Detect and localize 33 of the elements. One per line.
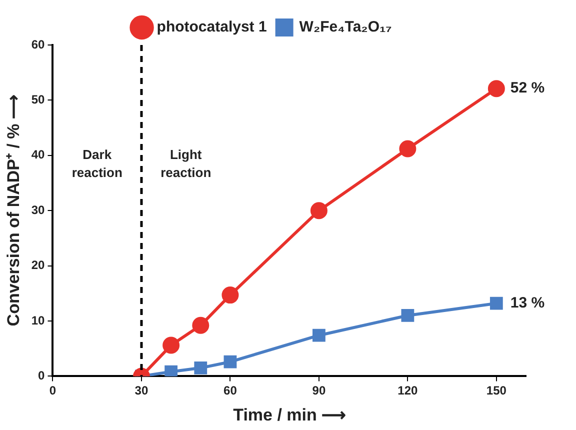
y-axis-title: Conversion of NADP⁺ / % ⟶ bbox=[4, 95, 23, 326]
point bbox=[194, 361, 208, 374]
y-tick-label: 40 bbox=[31, 148, 46, 162]
point bbox=[224, 355, 237, 368]
point bbox=[488, 80, 505, 98]
x-tick-label: 120 bbox=[398, 384, 418, 398]
x-tick-label: 30 bbox=[134, 384, 148, 398]
point bbox=[312, 328, 326, 342]
x-tick-label: 90 bbox=[312, 384, 326, 398]
point bbox=[310, 202, 328, 220]
point bbox=[222, 286, 239, 304]
annotation: 52 % bbox=[510, 80, 545, 97]
y-tick-label: 10 bbox=[31, 313, 46, 328]
point bbox=[399, 140, 416, 158]
point bbox=[192, 316, 210, 334]
x-axis-title: Time / min ⟶ bbox=[233, 405, 346, 424]
point bbox=[162, 336, 180, 354]
y-tick-label: 50 bbox=[31, 92, 46, 107]
legend-label: W₂Fe₄Ta₂O₁₇ bbox=[299, 18, 392, 36]
y-tick-label: 60 bbox=[31, 37, 46, 52]
y-tick-label: 20 bbox=[31, 258, 46, 272]
x-tick-label: 0 bbox=[49, 384, 56, 398]
x-tick-label: 150 bbox=[486, 384, 507, 398]
annotation: Dark reaction bbox=[72, 146, 122, 180]
annotation: Light reaction bbox=[160, 146, 212, 180]
point bbox=[164, 365, 178, 376]
annotation: 13 % bbox=[510, 294, 545, 312]
point bbox=[490, 296, 503, 310]
x-tick-label: 60 bbox=[224, 384, 238, 398]
y-tick-label: 30 bbox=[31, 202, 46, 217]
y-tick-label: 0 bbox=[38, 368, 46, 383]
legend-label: photocatalyst 1 bbox=[156, 18, 267, 36]
point bbox=[401, 309, 414, 322]
